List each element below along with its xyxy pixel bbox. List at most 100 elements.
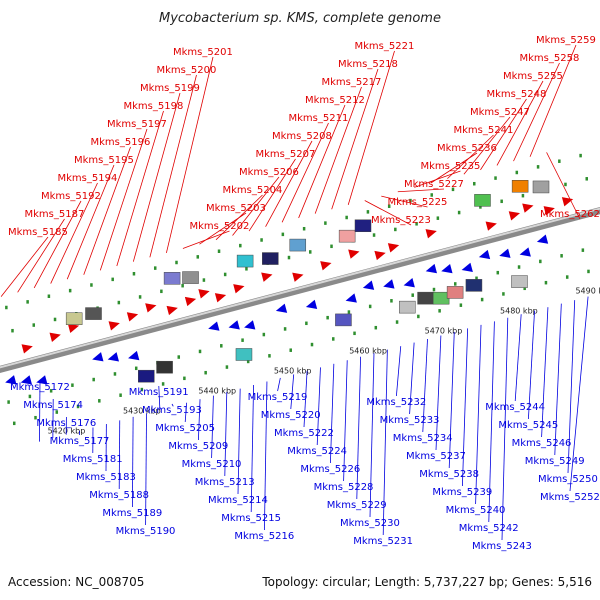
tick-mark-2 bbox=[49, 389, 53, 393]
leader-line-top bbox=[33, 200, 82, 289]
leader-line-top bbox=[66, 164, 115, 280]
gene-label-top: Mkms_5185 bbox=[8, 227, 68, 238]
leader-line-bottom bbox=[422, 339, 428, 433]
leader-line-top bbox=[347, 50, 395, 205]
tick-mark-3 bbox=[183, 376, 186, 381]
gene-label-bottom: Mkms_5228 bbox=[314, 482, 374, 493]
gene-label-bottom: Mkms_5213 bbox=[195, 477, 255, 488]
gene-label-bottom: Mkms_5176 bbox=[36, 418, 96, 429]
tick-mark-1 bbox=[287, 255, 291, 260]
gene-label-top: Mkms_5207 bbox=[256, 149, 316, 160]
leader-line-top bbox=[99, 128, 148, 271]
gene-label-bottom: Mkms_5252 bbox=[540, 492, 600, 503]
gene-label-top: Mkms_5262 bbox=[540, 209, 600, 220]
tick-mark-3 bbox=[268, 354, 271, 358]
tick-mark-1 bbox=[11, 328, 14, 333]
tick-mark-0 bbox=[281, 232, 285, 237]
forward-gene-arrow bbox=[198, 289, 210, 299]
leader-line-bottom bbox=[132, 416, 134, 508]
leader-line-top bbox=[50, 182, 98, 284]
gene-label-top: Mkms_5247 bbox=[470, 107, 530, 118]
tick-mark-3 bbox=[480, 297, 484, 302]
gene-label-top: Mkms_5241 bbox=[454, 125, 514, 136]
feature-box bbox=[289, 238, 307, 252]
gene-label-bottom: Mkms_5230 bbox=[340, 518, 400, 529]
tick-mark-3 bbox=[246, 359, 250, 364]
tick-mark-2 bbox=[560, 254, 563, 258]
forward-gene-arrow bbox=[543, 206, 555, 216]
forward-gene-arrow bbox=[508, 211, 521, 221]
tick-mark-1 bbox=[500, 199, 503, 204]
reverse-gene-arrow bbox=[499, 248, 511, 258]
forward-gene-arrow bbox=[21, 344, 33, 354]
tick-mark-1 bbox=[394, 227, 397, 232]
leader-line-bottom bbox=[356, 356, 362, 500]
reverse-gene-arrow bbox=[208, 321, 220, 331]
tick-mark-1 bbox=[372, 233, 376, 237]
gene-label-bottom: Mkms_5232 bbox=[366, 397, 426, 408]
tick-mark-3 bbox=[353, 331, 356, 336]
tick-mark-1 bbox=[564, 182, 567, 187]
tick-mark-2 bbox=[134, 366, 138, 371]
tick-mark-2 bbox=[198, 349, 202, 354]
tick-mark-0 bbox=[111, 277, 114, 282]
tick-mark-0 bbox=[451, 187, 455, 192]
gene-label-bottom: Mkms_5250 bbox=[538, 474, 598, 485]
gene-label-bottom: Mkms_5209 bbox=[168, 441, 228, 452]
tick-mark-2 bbox=[539, 259, 542, 264]
leader-line-top bbox=[480, 98, 527, 171]
gene-label-bottom: Mkms_5189 bbox=[102, 508, 162, 519]
gene-label-top: Mkms_5203 bbox=[206, 203, 266, 214]
reverse-gene-arrow bbox=[461, 262, 473, 272]
reverse-gene-arrow bbox=[519, 247, 531, 257]
leader-line-top bbox=[463, 116, 511, 175]
tick-mark-3 bbox=[374, 325, 378, 330]
tick-mark-0 bbox=[515, 170, 519, 175]
gene-label-top: Mkms_5201 bbox=[173, 47, 233, 58]
reverse-gene-arrow bbox=[128, 350, 140, 361]
gene-label-bottom: Mkms_5222 bbox=[274, 428, 334, 439]
tick-mark-0 bbox=[132, 271, 136, 276]
topology-text: Topology: circular; Length: 5,737,227 bp… bbox=[261, 575, 592, 589]
gene-label-bottom: Mkms_5244 bbox=[485, 402, 545, 413]
tick-mark-2 bbox=[7, 400, 10, 404]
leader-line-bottom bbox=[184, 402, 188, 423]
tick-mark-2 bbox=[28, 394, 32, 399]
forward-gene-arrow bbox=[320, 261, 332, 271]
tick-mark-2 bbox=[475, 276, 478, 281]
reverse-gene-arrow bbox=[275, 303, 288, 313]
gene-label-bottom: Mkms_5226 bbox=[300, 464, 360, 475]
gene-label-top: Mkms_5225 bbox=[388, 197, 448, 208]
leader-line-top bbox=[248, 158, 296, 232]
reverse-gene-arrow bbox=[107, 352, 119, 362]
leader-line-bottom bbox=[316, 367, 321, 446]
gene-label-top: Mkms_5221 bbox=[355, 41, 415, 52]
gene-label-bottom: Mkms_5245 bbox=[498, 420, 558, 431]
tick-mark-0 bbox=[175, 260, 178, 265]
tick-mark-0 bbox=[558, 159, 561, 163]
gene-label-bottom: Mkms_5205 bbox=[155, 423, 215, 434]
gene-label-bottom: Mkms_5229 bbox=[327, 500, 387, 511]
gene-label-bottom: Mkms_5181 bbox=[63, 454, 123, 465]
gene-label-top: Mkms_5200 bbox=[157, 65, 217, 76]
leader-line-bottom bbox=[250, 385, 254, 513]
forward-gene-arrow bbox=[145, 303, 157, 313]
kbp-label: 5450 kbp bbox=[274, 366, 312, 375]
leader-line-bottom bbox=[448, 331, 455, 469]
leader-line-bottom bbox=[409, 342, 415, 415]
tick-mark-0 bbox=[217, 249, 221, 253]
tick-mark-1 bbox=[117, 300, 121, 305]
tick-mark-2 bbox=[305, 321, 308, 326]
tick-mark-3 bbox=[34, 415, 37, 420]
tick-mark-0 bbox=[366, 210, 370, 214]
tick-mark-3 bbox=[119, 393, 122, 397]
tick-mark-3 bbox=[438, 309, 441, 313]
leader-line-top bbox=[364, 200, 412, 226]
gene-label-top: Mkms_5199 bbox=[140, 83, 200, 94]
leader-line-bottom bbox=[396, 346, 402, 397]
kbp-label: 5460 kbp bbox=[349, 347, 387, 356]
forward-gene-arrow bbox=[522, 203, 534, 213]
tick-mark-2 bbox=[347, 310, 351, 314]
feature-box bbox=[511, 275, 528, 288]
reverse-gene-arrow bbox=[345, 293, 357, 303]
